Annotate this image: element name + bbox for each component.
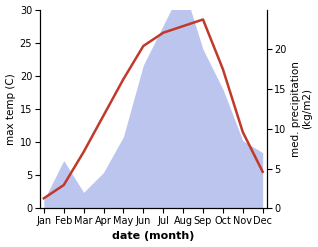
Y-axis label: med. precipitation
(kg/m2): med. precipitation (kg/m2) <box>291 61 313 157</box>
X-axis label: date (month): date (month) <box>112 231 194 242</box>
Y-axis label: max temp (C): max temp (C) <box>5 73 16 145</box>
